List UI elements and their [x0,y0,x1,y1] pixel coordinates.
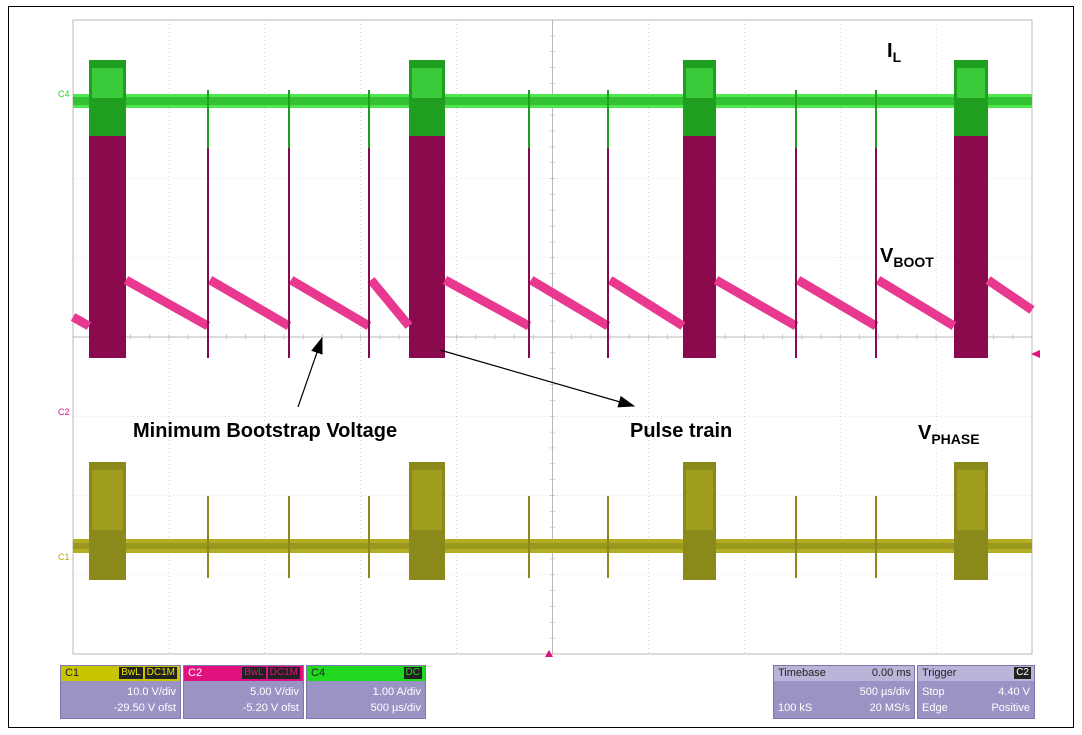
pulse-train-annotation: Pulse train [630,420,733,442]
channel-box-c4[interactable]: C4 DC 1.00 A/div 500 µs/div [306,665,426,719]
timebase-samples: 100 kS [778,702,813,714]
vboot-ramp [795,276,879,330]
timebase-rate: 20 MS/s [869,702,910,714]
trigger-box[interactable]: Trigger C2 Stop 4.40 V Edge Positive [917,665,1035,719]
vboot-ramp [528,276,611,330]
channel-box-c2[interactable]: C2 BwL DC1M 5.00 V/div -5.20 V ofst [183,665,304,719]
c2-offset: -5.20 V ofst [242,702,299,714]
pulse-train-arrow [439,349,636,408]
vboot-ramp [123,276,211,330]
trigger-type: Edge [922,702,948,714]
trigger-position-marker [545,650,553,657]
il-trace [73,60,1032,148]
vboot-ramp [288,276,372,330]
c2-scale: 5.00 V/div [250,686,299,698]
timebase-delay: 0.00 ms [871,667,911,679]
channel-marker-c1: C1 [58,552,70,562]
c4-per-div: 500 µs/div [370,702,421,714]
min-bootstrap-arrow [297,336,323,408]
vphase-label: VPHASE [918,422,980,447]
channel-marker-c4: C4 [58,89,70,99]
trigger-level: 4.40 V [998,686,1030,698]
timebase-per-div: 500 µs/div [859,686,910,698]
vboot-burst [409,122,445,358]
vboot-burst [89,122,126,358]
vphase-trace [73,462,1032,580]
min-bootstrap-annotation: Minimum Bootstrap Voltage [133,420,398,442]
vboot-ramp [367,277,413,329]
vboot-ramp [875,276,957,330]
vboot-ramp [985,276,1035,314]
vboot-trace [70,122,1035,358]
channel-box-c1[interactable]: C1 BwL DC1M 10.0 V/div -29.50 V ofst [60,665,181,719]
waveform-traces [70,60,1035,580]
il-label: IL [887,40,902,65]
channel-marker-c2: C2 [58,407,70,417]
c1-scale: 10.0 V/div [127,686,176,698]
vboot-label: VBOOT [880,245,934,270]
c1-offset: -29.50 V ofst [113,702,176,714]
scope-frame [8,6,1074,728]
vboot-ramp [207,276,292,330]
trigger-source: C2 [1014,667,1031,679]
vboot-ramp [70,313,92,330]
vboot-ramp [442,276,532,330]
trigger-mode: Stop [922,686,945,698]
trigger-level-marker [1031,350,1040,358]
graticule [72,19,1033,655]
vboot-ramp [607,276,686,330]
trigger-slope: Positive [991,702,1030,714]
timebase-box[interactable]: Timebase 0.00 ms 500 µs/div 100 kS 20 MS… [773,665,915,719]
vboot-ramp [713,276,799,330]
c4-scale: 1.00 A/div [372,686,421,698]
vboot-burst [683,122,716,358]
annotation-arrows [297,336,636,408]
vboot-burst [954,122,988,358]
